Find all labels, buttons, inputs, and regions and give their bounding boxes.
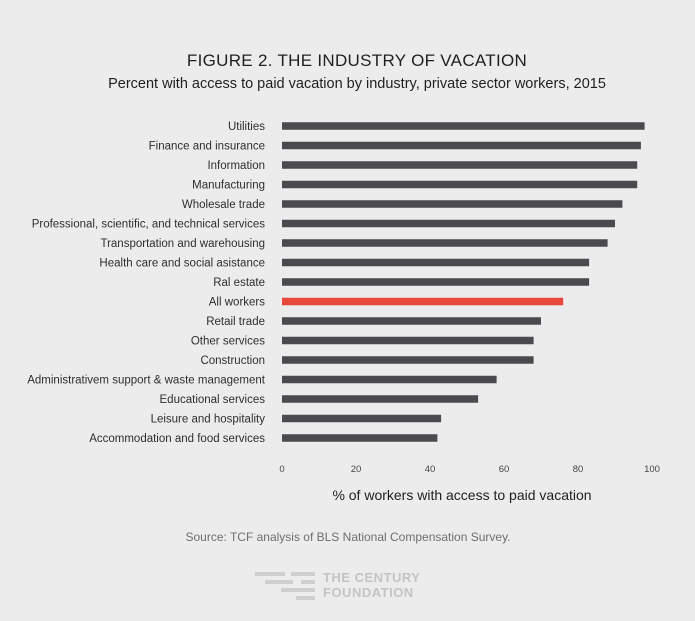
category-label: Educational services	[160, 394, 266, 406]
bar-4	[282, 200, 623, 208]
category-label: Accommodation and food services	[89, 433, 265, 445]
x-tick-labels-group: 0 20 40 60 80 100	[279, 464, 660, 475]
category-label: Other services	[191, 336, 265, 348]
category-label: Information	[207, 160, 265, 172]
category-label: Administrativem support & waste manageme…	[27, 375, 266, 387]
bar-5	[282, 219, 615, 228]
bar-9	[282, 297, 564, 306]
category-label: Retail trade	[206, 316, 265, 328]
x-tick-label: 100	[644, 464, 660, 475]
category-label: Professional, scientific, and technical …	[32, 219, 266, 231]
x-tick-label: 0	[279, 464, 284, 475]
category-label: All workers	[209, 297, 265, 309]
bar-14	[282, 395, 479, 403]
category-label: Construction	[200, 355, 265, 367]
category-labels-group: Utilities Finance and insurance Informatio…	[27, 121, 266, 445]
bar-11	[282, 336, 534, 345]
bar-13	[282, 375, 497, 384]
bar-10	[282, 317, 541, 325]
bar-7	[282, 258, 590, 267]
century-foundation-logo: THE CENTURY FOUNDATION	[255, 570, 420, 600]
category-label: Utilities	[228, 121, 265, 133]
chart-title: FIGURE 2. THE INDUSTRY OF VACATION	[187, 51, 527, 70]
bars-group	[282, 122, 645, 442]
bar-8	[282, 278, 590, 286]
bar-15	[282, 414, 442, 423]
x-tick-label: 60	[499, 464, 510, 475]
category-label: Finance and insurance	[149, 141, 265, 153]
bar-1	[282, 141, 641, 150]
bar-16	[282, 434, 438, 442]
chart-subtitle: Percent with access to paid vacation by …	[108, 76, 606, 92]
source-note: Source: TCF analysis of BLS National Com…	[185, 530, 510, 544]
logo-text-line1: THE CENTURY	[323, 570, 420, 585]
category-label: Manufacturing	[192, 180, 265, 192]
x-axis-label: % of workers with access to paid vacatio…	[332, 487, 591, 503]
bar-6	[282, 239, 608, 247]
category-label: Transportation and warehousing	[100, 238, 265, 250]
category-label: Leisure and hospitality	[151, 414, 266, 426]
x-tick-label: 40	[425, 464, 436, 475]
logo-mark-icon	[255, 572, 315, 600]
bar-3	[282, 180, 638, 189]
bar-0	[282, 122, 645, 130]
logo-text-line2: FOUNDATION	[323, 585, 414, 600]
x-tick-label: 80	[573, 464, 584, 475]
x-tick-label: 20	[351, 464, 362, 475]
category-label: Wholesale trade	[182, 199, 265, 211]
category-label: Ral estate	[213, 277, 265, 289]
category-label: Health care and social asistance	[99, 258, 265, 270]
bar-2	[282, 161, 638, 169]
bar-12	[282, 356, 534, 364]
